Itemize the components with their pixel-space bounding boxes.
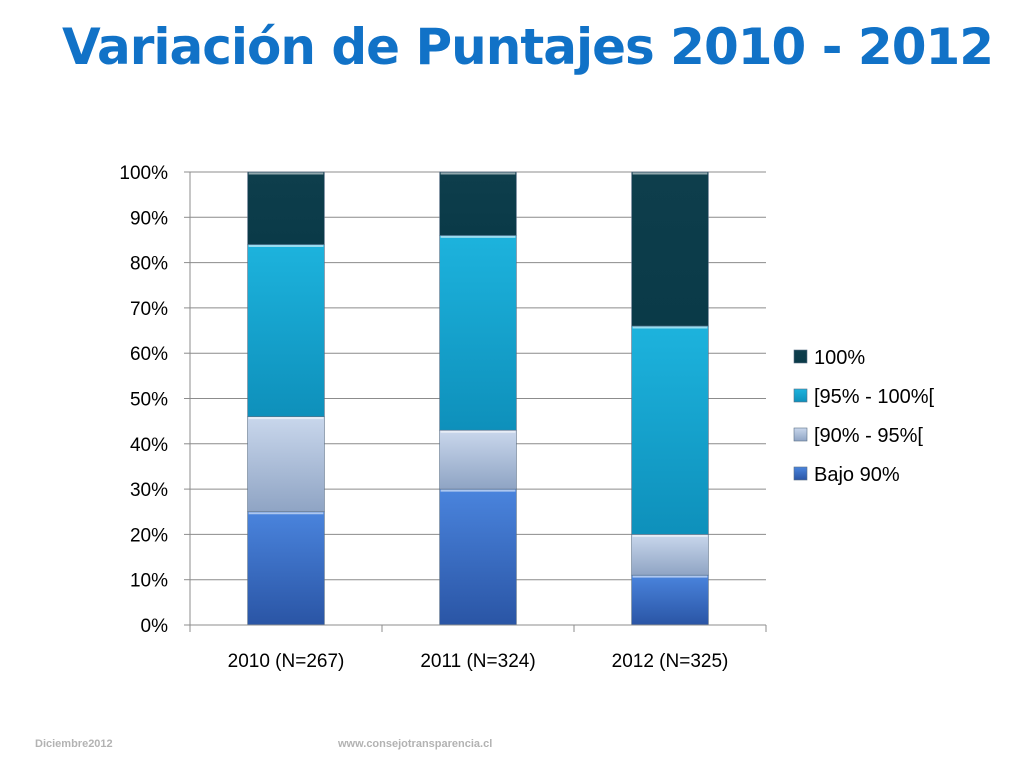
bar-segment <box>631 171 709 327</box>
x-tick-label: 2010 (N=267) <box>228 651 345 672</box>
legend-swatch <box>793 349 808 364</box>
y-tick-label: 60% <box>130 344 168 365</box>
legend: 100% [95% - 100%[ [90% - 95%[ Bajo 90% <box>793 347 935 486</box>
y-tick-label: 20% <box>130 525 168 546</box>
bar-segment <box>247 416 325 513</box>
bar-segment <box>247 244 325 417</box>
y-tick-label: 10% <box>130 571 168 592</box>
y-tick-label: 0% <box>141 616 169 637</box>
y-tick-label: 30% <box>130 480 168 501</box>
legend-label: [95% - 100%[ <box>814 386 935 408</box>
bars <box>247 171 709 626</box>
bar-segment <box>439 429 517 490</box>
bar-segment <box>439 235 517 431</box>
x-tick-label: 2011 (N=324) <box>420 651 535 672</box>
bar-segment <box>631 534 709 576</box>
bar-segment <box>439 488 517 626</box>
footer-date: Diciembre2012 <box>35 738 113 750</box>
bar-segment <box>247 171 325 245</box>
y-tick-label: 90% <box>130 208 168 229</box>
x-tick-label: 2012 (N=325) <box>612 651 729 672</box>
slide-title: Variación de Puntajes 2010 - 2012 <box>62 18 994 76</box>
bar-segment <box>247 511 325 626</box>
legend-label: 100% <box>814 347 865 369</box>
legend-swatch <box>793 466 808 481</box>
y-tick-label: 100% <box>119 163 168 184</box>
legend-swatch <box>793 388 808 403</box>
footer-website[interactable]: www.consejotransparencia.cl <box>338 738 493 750</box>
bar-segment <box>631 325 709 535</box>
y-tick-label: 70% <box>130 299 168 320</box>
y-tick-label: 40% <box>130 435 168 456</box>
legend-label: Bajo 90% <box>814 464 900 486</box>
legend-swatch <box>793 427 808 442</box>
bar-segment <box>439 171 517 236</box>
legend-label: [90% - 95%[ <box>814 425 923 447</box>
y-tick-label: 50% <box>130 390 168 411</box>
y-tick-label: 80% <box>130 254 168 275</box>
axes: 0% 10% 20% 30% 40% 50% 60% 70% 80% 90% 100% 2010 (N… <box>119 163 767 672</box>
bar-segment <box>631 574 709 626</box>
